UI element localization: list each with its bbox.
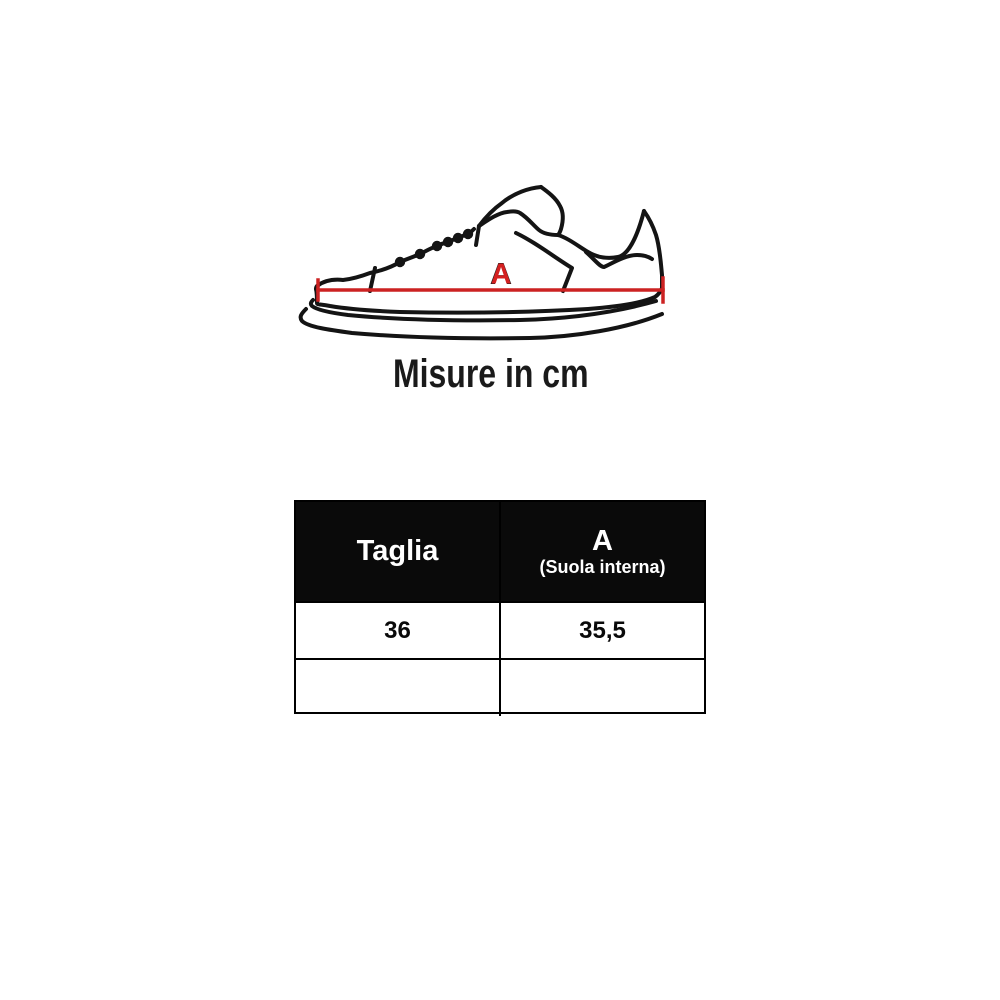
svg-text:A: A: [491, 258, 512, 290]
